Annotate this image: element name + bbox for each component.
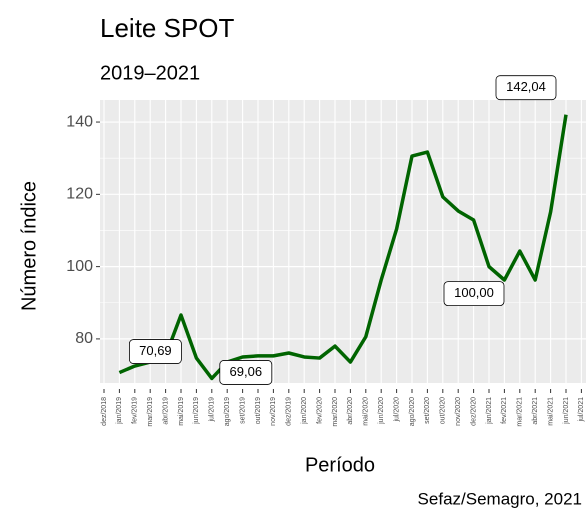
x-tick-label: jan/2020 xyxy=(301,397,308,425)
x-tick-label: mai/2020 xyxy=(363,397,370,426)
x-tick-label: jun/2021 xyxy=(563,397,570,425)
x-tick-label: dez/2020 xyxy=(470,397,477,426)
x-tick-label: mar/2020 xyxy=(332,397,339,427)
data-label-box xyxy=(495,75,557,101)
x-tick-label: fev/2020 xyxy=(316,397,323,424)
y-tick-label: 140 xyxy=(66,113,93,130)
x-tick-label: out/2020 xyxy=(440,397,447,424)
x-tick-label: abr/2021 xyxy=(532,397,539,425)
x-tick-label: nov/2019 xyxy=(270,397,277,426)
x-tick-label: dez/2019 xyxy=(286,397,293,426)
data-label-box xyxy=(219,360,273,385)
x-tick-label: jun/2019 xyxy=(193,397,200,425)
data-label-text: 70,69 xyxy=(139,343,172,358)
data-label: 69,06 xyxy=(219,360,273,385)
caption: Sefaz/Semagro, 2021 xyxy=(418,489,582,508)
x-tick-label: jan/2021 xyxy=(486,397,493,425)
y-tick-label: 100 xyxy=(66,258,93,275)
x-tick-label: fev/2019 xyxy=(132,397,139,424)
x-axis-label: Período xyxy=(305,454,375,476)
x-tick-label: set/2019 xyxy=(239,397,246,424)
chart-title: Leite SPOT xyxy=(100,13,235,43)
x-tick-label: mai/2019 xyxy=(178,397,185,426)
x-tick-label: fev/2021 xyxy=(501,397,508,424)
x-tick-label: mar/2021 xyxy=(517,397,524,427)
x-tick-label: out/2019 xyxy=(255,397,262,424)
x-tick-label: ago/2019 xyxy=(224,397,231,426)
x-tick-label: mai/2021 xyxy=(547,397,554,426)
x-tick-label: jul/2021 xyxy=(578,397,585,423)
x-tick-label: ago/2020 xyxy=(409,397,416,426)
data-label: 100,00 xyxy=(443,281,505,307)
chart-subtitle: 2019–2021 xyxy=(100,62,200,84)
y-tick-label: 80 xyxy=(75,330,93,347)
x-tick-label: jan/2019 xyxy=(116,397,123,425)
data-label: 142,04 xyxy=(495,75,557,101)
line-series xyxy=(118,114,568,381)
data-label: 70,69 xyxy=(128,339,182,364)
x-tick-label: jul/2019 xyxy=(209,397,216,423)
x-tick-label: jul/2020 xyxy=(393,397,400,423)
x-tick-label: nov/2020 xyxy=(455,397,462,426)
x-tick-label: jun/2020 xyxy=(378,397,385,425)
data-label-text: 100,00 xyxy=(454,285,494,300)
x-tick-label: dez/2018 xyxy=(101,397,108,426)
x-tick-label: abr/2020 xyxy=(347,397,354,425)
data-label-box xyxy=(128,339,182,364)
data-label-box xyxy=(443,281,505,307)
x-tick-label: mar/2019 xyxy=(147,397,154,427)
x-tick-label: set/2020 xyxy=(424,397,431,424)
x-tick-label: abr/2019 xyxy=(162,397,169,425)
y-tick-label: 120 xyxy=(66,186,93,203)
data-label-text: 142,04 xyxy=(506,79,546,94)
data-label-text: 69,06 xyxy=(230,364,263,379)
y-axis-label: Número índice xyxy=(18,181,40,311)
